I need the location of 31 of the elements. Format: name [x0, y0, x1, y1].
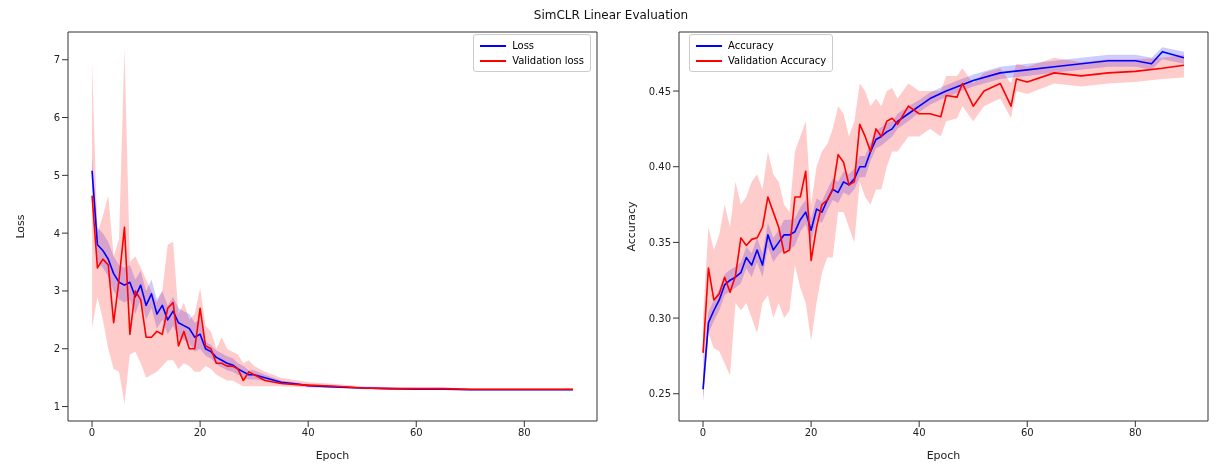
x-tick-label: 20: [804, 427, 818, 439]
x-axis-title: Epoch: [315, 449, 350, 462]
x-tick-label: 60: [409, 427, 423, 439]
x-tick-label: 40: [912, 427, 926, 439]
y-axis-title: Accuracy: [624, 200, 638, 252]
y-tick-label: 2: [53, 343, 60, 355]
y-tick-label: 0.25: [648, 388, 671, 400]
legend-label: Validation loss: [512, 55, 584, 66]
y-tick-label: 7: [53, 54, 60, 66]
x-tick-label: 0: [88, 427, 96, 439]
x-tick-label: 0: [699, 427, 707, 439]
y-tick-label: 0.35: [648, 236, 671, 248]
legend-label: Loss: [512, 40, 535, 51]
y-tick-label: 0.30: [648, 312, 671, 324]
y-tick-label: 0.45: [648, 85, 671, 97]
y-tick-label: 3: [53, 285, 60, 297]
y-tick-label: 1: [53, 401, 60, 413]
x-axis-title: Epoch: [926, 449, 961, 462]
legend-label: Validation Accuracy: [728, 55, 827, 66]
x-tick-label: 80: [1128, 427, 1142, 439]
y-tick-label: 6: [53, 112, 60, 124]
x-tick-label: 60: [1020, 427, 1034, 439]
y-tick-label: 4: [53, 227, 60, 239]
y-axis-title: Loss: [13, 214, 27, 239]
x-tick-label: 40: [301, 427, 315, 439]
legend-label: Accuracy: [728, 40, 774, 51]
x-tick-label: 20: [193, 427, 207, 439]
y-tick-label: 5: [53, 169, 60, 181]
x-tick-label: 80: [517, 427, 531, 439]
chart-title: SimCLR Linear Evaluation: [532, 8, 690, 24]
y-tick-label: 0.40: [648, 161, 671, 173]
